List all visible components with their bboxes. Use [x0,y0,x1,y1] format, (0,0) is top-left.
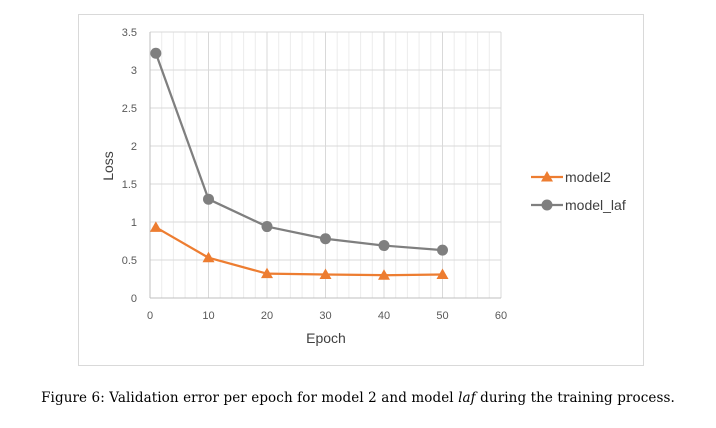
x-tick-label: 30 [319,310,331,322]
y-tick-label: 2 [131,141,137,153]
figure-caption: Figure 6: Validation error per epoch for… [0,390,716,406]
x-tick-label: 50 [436,310,448,322]
y-tick-label: 1.5 [122,179,137,191]
legend-item-model2: model2 [531,169,611,185]
grid-major [149,31,502,299]
point-marker-triangle [261,267,273,279]
y-tick-label: 3 [131,65,137,77]
legend-label: model2 [565,169,611,185]
y-tick-label: 1 [131,217,137,229]
point-marker-triangle [319,268,332,279]
grid-minor [161,32,490,298]
point-marker-circle [541,199,553,211]
point-marker-circle [437,244,448,256]
point-marker-triangle [149,221,162,232]
x-tick-label: 60 [495,310,507,322]
point-marker-circle [261,221,273,233]
point-marker-circle [378,240,390,252]
line-chart: 0 0.5 1 1.5 2 2.5 3 3.5 0 10 20 30 40 50 60 Loss Epoc… [100,27,626,346]
y-tick-labels: 0 0.5 1 1.5 2 2.5 3 3.5 [122,27,137,305]
point-marker-circle [203,193,214,205]
y-tick-label: 0.5 [122,255,137,267]
caption-italic: laf [458,390,476,406]
caption-prefix: Figure 6: Validation error per epoch for… [41,390,459,406]
legend-label: model_laf [565,197,626,213]
caption-suffix: during the training process. [475,390,675,406]
series-model2 [149,221,449,280]
x-tick-label: 20 [261,310,273,322]
legend-item-model_laf: model_laf [531,197,626,213]
chart-frame: 0 0.5 1 1.5 2 2.5 3 3.5 0 10 20 30 40 50 60 Loss Epoc… [78,14,644,366]
legend: model2 model_laf [531,169,626,213]
y-tick-label: 3.5 [122,27,137,39]
series-line-model2 [155,226,443,277]
x-tick-label: 40 [378,310,390,322]
axes [149,32,501,299]
x-tick-label: 0 [147,310,153,322]
point-marker-circle [150,47,162,59]
point-marker-triangle [202,251,215,263]
series-layer [149,47,449,280]
point-marker-triangle [378,269,390,280]
x-tick-labels: 0 10 20 30 40 50 60 [147,310,507,322]
series-model_laf [150,47,448,256]
y-tick-label: 0 [131,293,137,305]
point-marker-triangle [436,268,449,279]
x-axis-title: Epoch [306,330,346,346]
y-axis-title: Loss [100,151,116,181]
series-line-model_laf [154,52,443,252]
point-marker-circle [320,233,331,245]
point-marker-triangle [541,171,553,182]
x-tick-label: 10 [202,310,214,322]
y-tick-label: 2.5 [122,103,137,115]
